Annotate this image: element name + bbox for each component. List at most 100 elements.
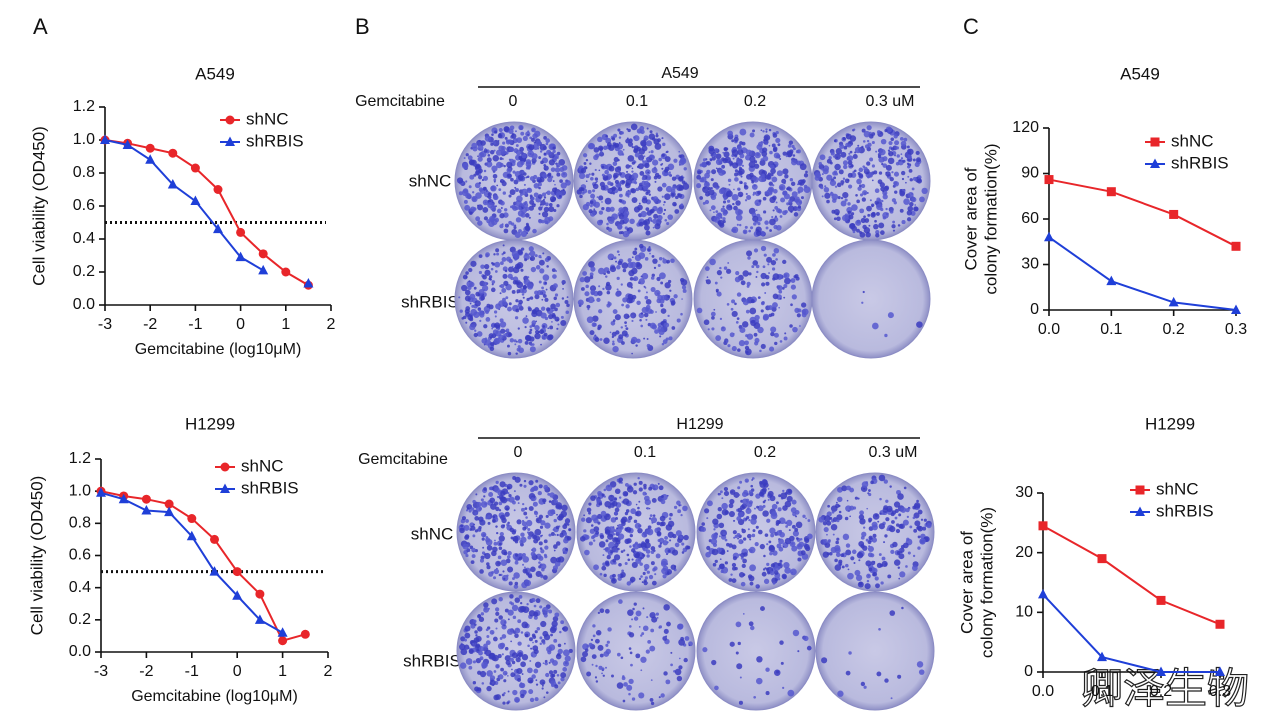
colony [847,160,853,165]
colony [876,197,881,202]
colony [498,188,502,192]
colony [542,294,547,298]
colony [479,558,484,563]
x-tick-label: 0 [236,316,245,333]
colony [753,332,758,337]
colony [645,538,650,544]
colony [461,516,466,521]
colony [806,645,812,651]
colony [499,224,504,229]
colony [723,147,728,152]
colony [468,665,473,670]
colony [539,642,543,646]
colony [524,579,532,587]
colony [805,170,808,174]
colony [744,225,748,229]
colony [603,548,606,551]
colony [662,574,667,579]
colony [678,154,682,158]
colony [794,527,799,532]
colony [491,165,498,172]
colony [627,293,634,300]
colony [844,516,849,521]
y-tick-label: 1.0 [73,131,95,148]
colony [582,153,588,158]
colony [553,669,558,674]
colony [657,325,664,332]
colony [616,652,621,657]
colony [597,136,603,143]
colony [500,180,502,183]
colony [900,153,903,156]
colony [617,573,621,578]
colony [889,525,896,533]
colony [470,560,475,565]
colony [841,183,844,186]
colony [500,284,505,289]
colony [779,215,783,218]
colony [595,153,600,158]
colony [497,654,502,659]
colony [531,137,535,142]
colony [744,340,749,346]
colony [522,526,527,531]
colony [543,484,549,490]
colony [646,189,651,194]
colony [516,289,521,294]
data-point [236,227,246,237]
colony [504,646,509,651]
colony [623,313,630,320]
colony [751,477,755,480]
colony [622,148,625,151]
colony [635,653,641,659]
colony [491,133,494,136]
colony [590,176,594,181]
x-tick-label: 0.0 [1032,683,1054,700]
colony [551,620,558,628]
colony [608,188,612,193]
colony [530,647,533,650]
colony [756,270,759,274]
colony [882,212,889,219]
colony [826,199,830,204]
colony [534,294,540,300]
colony [590,289,596,295]
colony [603,337,610,344]
colony [715,335,722,341]
colony [508,220,513,225]
colony [736,145,742,151]
colony [612,573,616,578]
colony [626,137,629,140]
data-point [1135,485,1145,495]
colony [834,558,838,563]
colony [648,193,651,196]
colony [478,148,481,151]
colony [768,272,771,275]
colony [911,565,918,571]
data-point [141,494,151,504]
colony [506,574,509,577]
colony [755,264,760,269]
colony [740,175,743,178]
colony [642,625,649,632]
colony [478,646,485,652]
colony [849,141,852,144]
colony [501,624,507,630]
colony [764,292,767,294]
colony [599,572,603,576]
colony [871,164,875,168]
y-tick-label: 1.2 [73,98,95,115]
colony [758,175,766,183]
colony [773,332,779,338]
colony [641,197,648,204]
colony [552,616,559,622]
colony [483,487,487,491]
colony [508,493,512,498]
colony [604,546,611,553]
colony [499,292,502,295]
colony [626,128,629,131]
colony [882,190,885,193]
colony [528,331,532,335]
colony [854,146,862,154]
legend-label: shNC [246,109,289,128]
